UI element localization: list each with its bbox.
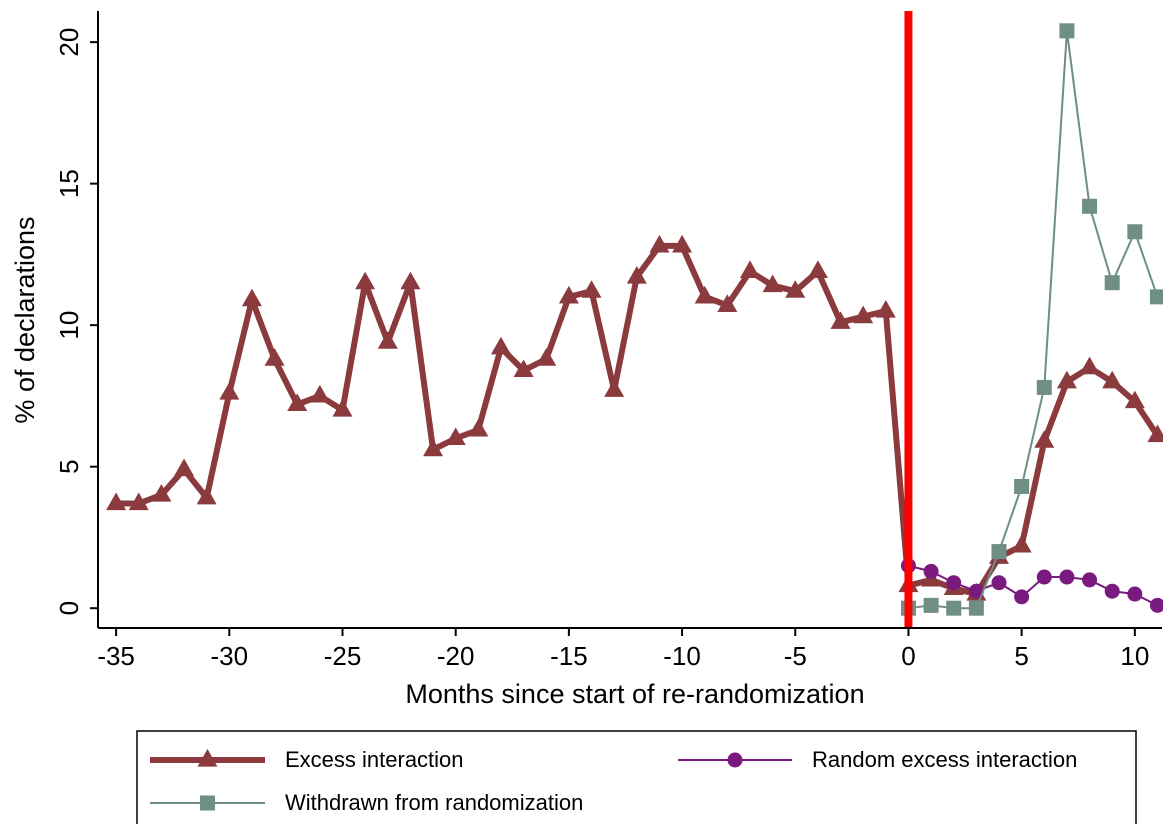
data-point-excess [106, 492, 127, 511]
series-line-excess [113, 242, 1161, 598]
series-excess [106, 234, 1163, 601]
y-tick-label: 10 [54, 311, 84, 340]
legend-label-excess: Excess interaction [285, 747, 464, 772]
legend-marker-withdrawn [200, 795, 215, 811]
data-point-excess [558, 285, 579, 304]
series-line-withdrawn [907, 29, 1159, 610]
legend-items [150, 749, 792, 811]
x-tick-label: -25 [324, 641, 362, 671]
data-point-excess [264, 348, 285, 366]
data-point-withdrawn [1082, 198, 1098, 214]
x-tick-label: 10 [1120, 641, 1149, 671]
data-point-withdrawn [1127, 224, 1143, 240]
data-point-excess [513, 359, 534, 378]
data-point-random [1127, 586, 1143, 602]
x-tick-label: -30 [211, 641, 249, 671]
legend-box [136, 730, 1137, 824]
y-tick-label: 5 [54, 459, 84, 473]
y-tick-label: 15 [54, 169, 84, 198]
data-point-random [1149, 597, 1163, 613]
data-point-random [1059, 569, 1075, 585]
data-point-excess [332, 399, 353, 417]
data-point-excess [785, 280, 806, 298]
x-tick-label: -5 [784, 641, 807, 671]
legend-marker-excess [197, 749, 218, 767]
data-point-excess [717, 294, 738, 312]
data-point-excess [694, 285, 715, 304]
data-point-excess [468, 418, 489, 437]
data-point-excess [309, 384, 330, 403]
data-point-withdrawn [923, 597, 939, 613]
data-point-excess [581, 280, 602, 298]
x-tick-label: 5 [1014, 641, 1028, 671]
data-point-excess [241, 288, 262, 307]
data-point-withdrawn [946, 600, 962, 616]
data-point-excess [807, 260, 828, 278]
data-point-excess [1056, 370, 1077, 389]
data-point-excess [287, 393, 308, 412]
data-point-excess [128, 492, 149, 511]
data-point-random [1036, 569, 1052, 585]
axes: -35 -30 -25 -20 -15 -10 -5 0 5 10 0 5 10 15 20 [54, 11, 1162, 671]
data-point-excess [739, 260, 760, 278]
data-point-excess [151, 483, 172, 502]
data-point-excess [1102, 370, 1123, 389]
data-point-excess [377, 331, 398, 349]
data-point-excess [400, 271, 421, 290]
data-point-withdrawn [968, 600, 984, 616]
data-point-excess [490, 336, 511, 355]
data-point-random [1082, 572, 1098, 588]
data-point-excess [174, 458, 195, 477]
legend: Excess interaction Random excess interac… [136, 730, 1137, 824]
data-point-excess [649, 234, 670, 253]
data-point-withdrawn [991, 544, 1007, 560]
y-axis-title: % of declarations [10, 216, 40, 423]
data-point-excess [853, 305, 874, 324]
data-point-excess [1034, 430, 1055, 448]
legend-label-random: Random excess interaction [812, 747, 1077, 772]
data-point-excess [1124, 390, 1145, 409]
data-point-excess [626, 266, 647, 284]
series-withdrawn [900, 23, 1163, 616]
data-point-withdrawn [1014, 478, 1030, 494]
x-tick-label: -10 [663, 641, 701, 671]
data-point-withdrawn [1059, 23, 1075, 39]
data-point-excess [830, 311, 851, 329]
data-point-excess [1147, 424, 1163, 443]
data-point-excess [423, 438, 444, 457]
data-point-random [946, 575, 962, 591]
data-point-excess [875, 300, 896, 318]
data-point-excess [219, 382, 240, 400]
data-point-random [968, 583, 984, 599]
x-tick-label: -20 [437, 641, 475, 671]
data-point-withdrawn [1104, 275, 1120, 291]
data-point-excess [1079, 356, 1100, 375]
data-point-random [991, 575, 1007, 591]
x-tick-label: 0 [901, 641, 915, 671]
legend-marker-random [727, 752, 743, 768]
x-axis-title: Months since start of re-randomization [405, 679, 864, 709]
plot-area [106, 11, 1163, 628]
y-tick-label: 20 [54, 28, 84, 57]
data-point-excess [445, 427, 466, 445]
x-tick-label: -15 [550, 641, 588, 671]
x-tick-label: -35 [97, 641, 135, 671]
data-point-random [1014, 589, 1030, 605]
data-point-excess [762, 274, 783, 293]
data-point-excess [672, 234, 693, 253]
data-point-excess [536, 348, 557, 366]
data-point-random [1104, 583, 1120, 599]
data-point-random [923, 563, 939, 579]
data-point-excess [355, 271, 376, 290]
y-tick-label: 0 [54, 601, 84, 615]
data-point-excess [604, 379, 625, 397]
data-point-excess [196, 486, 217, 505]
data-point-withdrawn [1149, 289, 1163, 305]
legend-label-withdrawn: Withdrawn from randomization [285, 790, 583, 815]
data-point-withdrawn [1036, 379, 1052, 395]
data-point-excess [1011, 534, 1032, 553]
